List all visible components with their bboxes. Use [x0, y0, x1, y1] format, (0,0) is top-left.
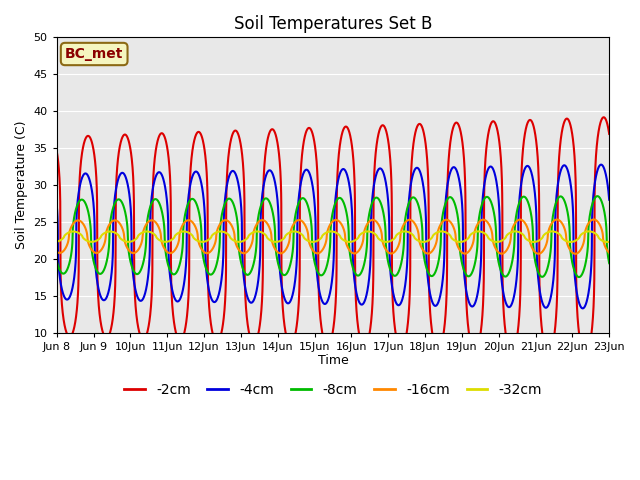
-16cm — [605, 250, 613, 255]
Y-axis label: Soil Temperature (C): Soil Temperature (C) — [15, 121, 28, 249]
-4cm — [605, 195, 613, 201]
-2cm — [581, 352, 589, 358]
-32cm — [604, 239, 611, 245]
-16cm — [53, 249, 61, 255]
Legend: -2cm, -4cm, -8cm, -16cm, -32cm: -2cm, -4cm, -8cm, -16cm, -32cm — [118, 377, 547, 403]
-16cm — [590, 216, 598, 222]
-2cm — [53, 148, 61, 154]
-2cm — [600, 114, 607, 120]
-16cm — [605, 250, 613, 255]
-32cm — [172, 233, 179, 239]
-2cm — [605, 131, 613, 137]
-2cm — [397, 346, 404, 351]
-8cm — [553, 198, 561, 204]
-8cm — [172, 271, 179, 277]
Line: -2cm: -2cm — [57, 117, 609, 355]
-2cm — [605, 130, 613, 136]
-8cm — [605, 260, 613, 265]
-32cm — [605, 239, 613, 245]
-4cm — [207, 295, 215, 300]
-8cm — [207, 272, 215, 277]
-8cm — [575, 274, 583, 280]
-2cm — [172, 326, 179, 332]
-16cm — [387, 251, 395, 256]
-4cm — [53, 202, 61, 207]
-4cm — [397, 301, 404, 307]
X-axis label: Time: Time — [317, 354, 348, 368]
Line: -8cm: -8cm — [57, 196, 609, 277]
Line: -32cm: -32cm — [57, 231, 609, 242]
-16cm — [397, 232, 404, 238]
-16cm — [553, 216, 561, 222]
-8cm — [397, 264, 404, 269]
-8cm — [593, 193, 601, 199]
-16cm — [172, 247, 179, 252]
Line: -16cm: -16cm — [57, 219, 609, 254]
-32cm — [207, 235, 215, 240]
Line: -4cm: -4cm — [57, 165, 609, 308]
-32cm — [53, 239, 61, 244]
-4cm — [605, 197, 613, 203]
-32cm — [387, 238, 395, 244]
-2cm — [207, 322, 215, 327]
Text: BC_met: BC_met — [65, 47, 124, 61]
-4cm — [387, 273, 395, 278]
-4cm — [597, 162, 605, 168]
-8cm — [605, 260, 613, 266]
-4cm — [579, 305, 586, 311]
-2cm — [553, 303, 561, 309]
-32cm — [585, 228, 593, 234]
-4cm — [172, 296, 179, 302]
-4cm — [553, 191, 561, 197]
-32cm — [605, 239, 613, 245]
-8cm — [387, 268, 395, 274]
-8cm — [53, 258, 61, 264]
-32cm — [553, 229, 561, 235]
Title: Soil Temperatures Set B: Soil Temperatures Set B — [234, 15, 432, 33]
-2cm — [387, 164, 395, 170]
-16cm — [572, 251, 579, 257]
-16cm — [207, 248, 215, 254]
-32cm — [397, 229, 404, 235]
